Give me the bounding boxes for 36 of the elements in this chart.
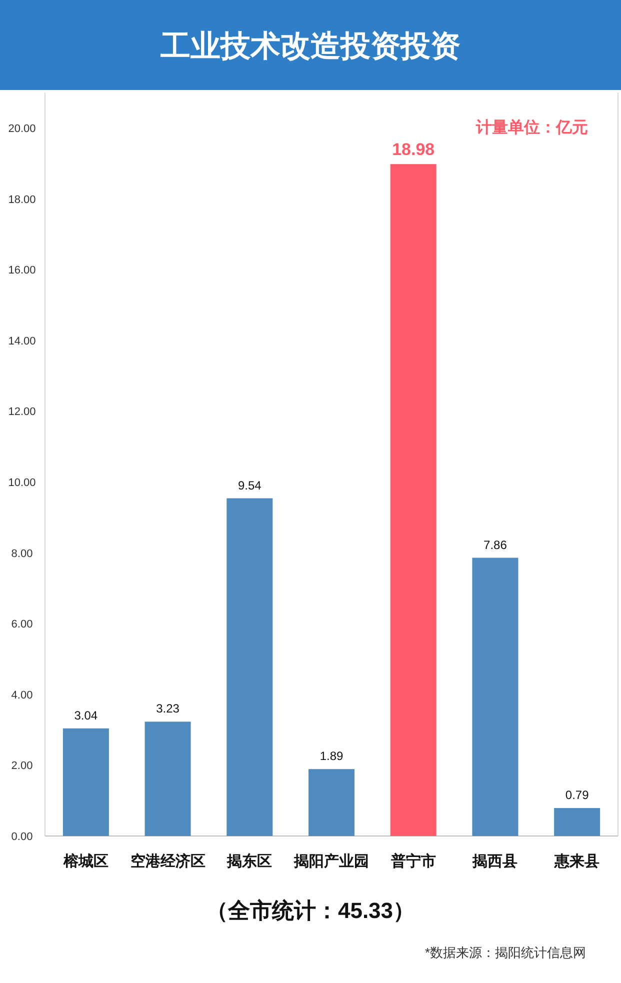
- y-tick-label: 10.00: [8, 477, 36, 489]
- bar: [144, 722, 191, 836]
- text: *数据来源：揭阳统计信息网: [424, 945, 586, 960]
- y-tick-label: 18.00: [8, 194, 36, 206]
- data-label: 9.54: [238, 478, 262, 492]
- data-label: 0.79: [565, 788, 590, 802]
- annotation: 计量单位：亿元: [475, 118, 588, 137]
- bar: [390, 164, 436, 836]
- bar: [308, 769, 354, 836]
- data-label: 3.04: [74, 708, 98, 722]
- data-label: 7.86: [484, 538, 508, 552]
- y-tick-label: 12.00: [8, 406, 36, 418]
- y-tick-label: 4.00: [11, 689, 33, 702]
- x-tick-label: 普宁市: [390, 852, 436, 870]
- y-tick-label: 20.00: [8, 123, 36, 135]
- x-tick-label: 惠来县: [554, 853, 600, 870]
- chart-title: 工业技术改造投资投资: [160, 30, 460, 63]
- y-tick-label: 2.00: [11, 760, 33, 772]
- data-label: 1.89: [320, 749, 344, 764]
- data-label: 18.98: [392, 140, 435, 160]
- x-tick-label: 榕城区: [62, 853, 108, 870]
- bar: [226, 498, 273, 836]
- bar: [554, 808, 600, 836]
- y-tick-label: 14.00: [8, 335, 36, 348]
- y-tick-label: 16.00: [8, 264, 36, 277]
- x-tick-label: 揭阳产业园: [293, 853, 369, 870]
- y-tick-label: 6.00: [11, 618, 33, 631]
- data-label: 3.23: [156, 702, 180, 716]
- bar: [472, 558, 518, 836]
- x-tick-label: 揭东区: [226, 852, 272, 870]
- text: （全市统计：45.33）: [206, 898, 416, 923]
- y-tick-label: 0.00: [11, 831, 33, 843]
- x-tick-label: 揭西县: [472, 853, 518, 870]
- x-tick-label: 空港经济区: [130, 852, 206, 870]
- bar: [62, 728, 109, 836]
- y-tick-label: 8.00: [11, 548, 33, 560]
